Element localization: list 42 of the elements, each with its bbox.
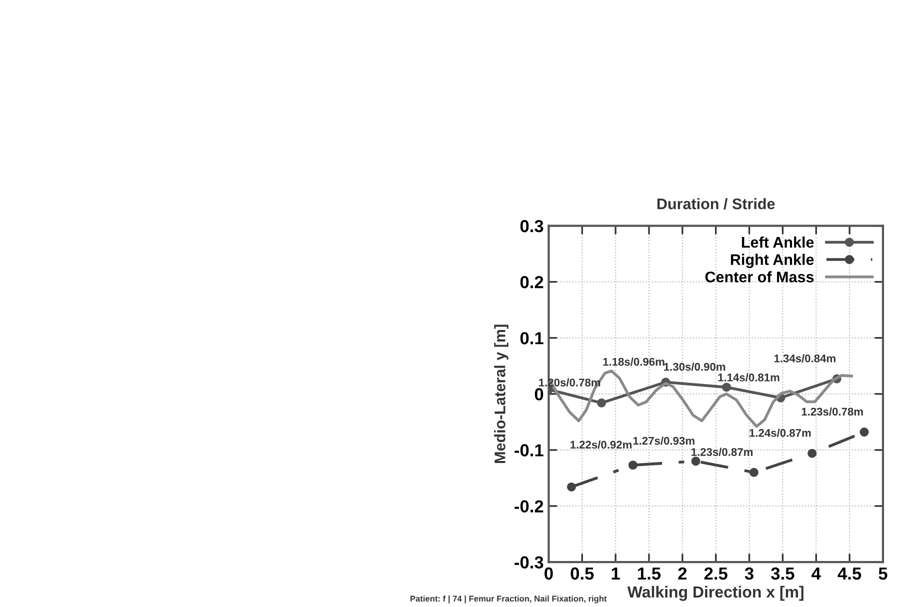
point: [597, 398, 606, 408]
x-axis-title: Walking Direction x [m]: [627, 586, 804, 601]
point: [628, 460, 638, 470]
annotation: 1.23s/0.87m: [692, 448, 753, 456]
y-tick-label: -0.1: [514, 444, 544, 456]
text: Patient: f | 74 | Femur Fraction, Nail Fixation, right: [410, 595, 607, 604]
chart-title: Duration / Stride: [657, 198, 775, 210]
x-tick-label: 2: [678, 567, 687, 580]
annotation: 1.14s/0.81m: [718, 373, 780, 382]
legend-label: Right Ankle: [730, 254, 814, 268]
y-axis-title: Medio-Lateral y [m]: [494, 324, 508, 463]
y-tick-label: 0.1: [520, 332, 544, 344]
x-tick-label: 5: [878, 568, 888, 580]
x-tick-label: 1.5: [638, 568, 661, 580]
point: [566, 482, 576, 492]
y-tick-label: 0: [534, 388, 544, 400]
x-tick-label: 3.5: [771, 567, 794, 580]
legend-label: Left Ankle: [742, 236, 814, 248]
annotation: 1.18s/0.96m: [603, 358, 664, 366]
point: [691, 456, 700, 466]
point: [808, 448, 817, 458]
point: [722, 382, 732, 392]
annotation: 1.30s/0.90m: [664, 362, 726, 371]
annotation: 1.23s/0.78m: [802, 407, 863, 416]
x-tick-label: 2.5: [704, 567, 728, 580]
annotation: 1.27s/0.93m: [633, 436, 694, 445]
y-tick-label: -0.2: [514, 500, 544, 512]
x-tick-label: 4: [812, 568, 821, 580]
y-tick-label: 0.2: [520, 276, 544, 288]
y-tick-label: -0.3: [514, 556, 544, 569]
x-tick-label: 0.5: [570, 567, 594, 580]
point: [749, 468, 758, 477]
point: [860, 428, 869, 437]
x-tick-label: 1: [612, 568, 620, 580]
legend-label: Center of Mass: [705, 271, 814, 282]
x-tick-label: 0: [544, 567, 553, 580]
annotation: 1.24s/0.87m: [750, 428, 811, 438]
annotation: 1.34s/0.84m: [774, 354, 836, 362]
annotation: 1.22s/0.92m: [570, 440, 632, 449]
y-tick-label: 0.3: [520, 220, 544, 232]
x-tick-label: 3: [744, 567, 754, 580]
x-tick-label: 4.5: [838, 568, 862, 580]
